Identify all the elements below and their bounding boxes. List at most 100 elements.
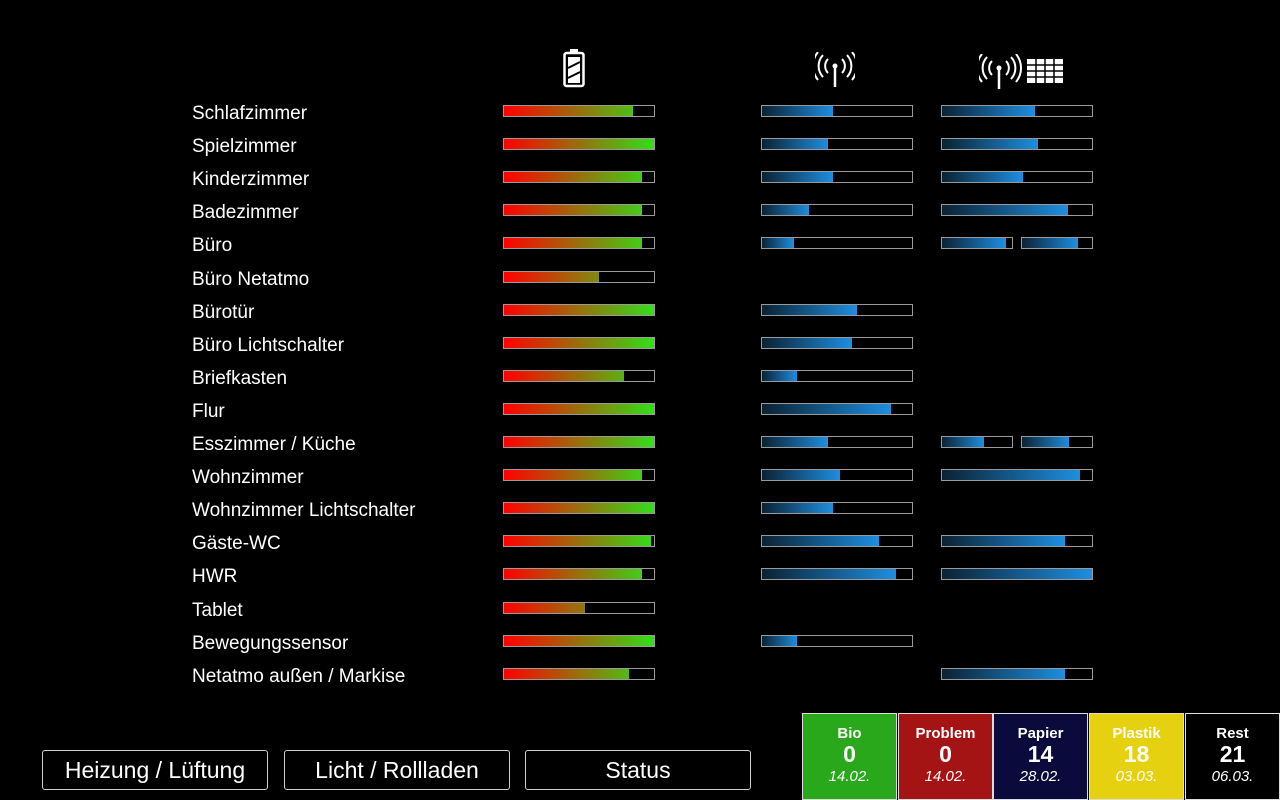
- waste-name: Problem: [915, 725, 976, 742]
- battery-bar: [503, 635, 655, 647]
- device-row: Wohnzimmer Lichtschalter: [0, 500, 1280, 533]
- device-row: Bürotür: [0, 302, 1280, 335]
- waste-name: Rest: [1216, 725, 1249, 742]
- waste-date: 14.02.: [828, 768, 871, 785]
- heating-ventilation-button[interactable]: Heizung / Lüftung: [42, 750, 268, 790]
- waste-name: Bio: [837, 725, 862, 742]
- waste-date: 14.02.: [924, 768, 967, 785]
- device-name: Spielzimmer: [192, 136, 297, 157]
- battery-bar: [503, 602, 655, 614]
- repeater-signal-bar: [941, 469, 1093, 481]
- status-button[interactable]: Status: [525, 750, 751, 790]
- device-name: Bürotür: [192, 302, 255, 323]
- battery-bar: [503, 469, 655, 481]
- waste-days: 21: [1219, 741, 1246, 767]
- repeater-signal-bar: [941, 535, 1093, 547]
- signal-bar: [761, 370, 913, 382]
- signal-bar: [761, 502, 913, 514]
- repeater-signal-bar: [941, 204, 1093, 216]
- light-shutter-button[interactable]: Licht / Rollladen: [284, 750, 510, 790]
- device-row: Tablet: [0, 600, 1280, 633]
- battery-bar: [503, 502, 655, 514]
- battery-bar: [503, 337, 655, 349]
- device-name: Schlafzimmer: [192, 103, 308, 124]
- battery-bar: [503, 271, 655, 283]
- waste-tile-bio: Bio 0 14.02.: [802, 713, 897, 800]
- device-name: Wohnzimmer Lichtschalter: [192, 500, 416, 521]
- device-name: Netatmo außen / Markise: [192, 666, 406, 687]
- waste-tile-rest: Rest 21 06.03.: [1185, 713, 1280, 800]
- signal-bar: [761, 568, 913, 580]
- device-row: Esszimmer / Küche: [0, 434, 1280, 467]
- device-name: Büro: [192, 235, 233, 256]
- repeater-signal-bar: [941, 105, 1093, 117]
- waste-date: 28.02.: [1019, 768, 1062, 785]
- battery-bar: [503, 568, 655, 580]
- signal-bar: [761, 204, 913, 216]
- device-name: Badezimmer: [192, 202, 299, 223]
- waste-days: 18: [1123, 741, 1150, 767]
- battery-bar: [503, 237, 655, 249]
- device-row: Schlafzimmer: [0, 103, 1280, 136]
- waste-days: 14: [1027, 741, 1054, 767]
- signal-bar: [761, 635, 913, 647]
- repeater-signal-bar: [941, 237, 1013, 249]
- device-row: Badezimmer: [0, 202, 1280, 235]
- waste-date: 06.03.: [1211, 768, 1254, 785]
- device-row: Büro: [0, 235, 1280, 268]
- waste-days: 0: [843, 741, 856, 767]
- repeater-signal-bar: [941, 568, 1093, 580]
- device-name: Bewegungssensor: [192, 633, 349, 654]
- repeater-signal-bar: [1021, 436, 1093, 448]
- device-row: Gäste-WC: [0, 533, 1280, 566]
- waste-date: 03.03.: [1115, 768, 1158, 785]
- device-name: HWR: [192, 566, 238, 587]
- signal-bar: [761, 171, 913, 183]
- signal-bar: [761, 304, 913, 316]
- battery-bar: [503, 436, 655, 448]
- waste-days: 0: [939, 741, 952, 767]
- signal-bar: [761, 237, 913, 249]
- signal-bar: [761, 138, 913, 150]
- signal-bar: [761, 436, 913, 448]
- device-name: Büro Lichtschalter: [192, 335, 345, 356]
- device-row: Netatmo außen / Markise: [0, 666, 1280, 699]
- device-name: Flur: [192, 401, 225, 422]
- device-row: Spielzimmer: [0, 136, 1280, 169]
- antenna-grid-icon: [975, 53, 1065, 95]
- device-name: Büro Netatmo: [192, 269, 310, 290]
- device-row: HWR: [0, 566, 1280, 599]
- signal-bar: [761, 469, 913, 481]
- device-name: Briefkasten: [192, 368, 288, 389]
- device-name: Esszimmer / Küche: [192, 434, 356, 455]
- waste-tile-plastik: Plastik 18 03.03.: [1089, 713, 1184, 800]
- device-row: Flur: [0, 401, 1280, 434]
- device-row: Wohnzimmer: [0, 467, 1280, 500]
- signal-bar: [761, 535, 913, 547]
- battery-bar: [503, 370, 655, 382]
- repeater-signal-bar: [941, 668, 1093, 680]
- waste-name: Papier: [1017, 725, 1064, 742]
- battery-bar: [503, 535, 655, 547]
- device-name: Wohnzimmer: [192, 467, 304, 488]
- battery-bar: [503, 403, 655, 415]
- waste-name: Plastik: [1112, 725, 1161, 742]
- device-row: Bewegungssensor: [0, 633, 1280, 666]
- device-name: Kinderzimmer: [192, 169, 310, 190]
- repeater-signal-bar: [941, 171, 1093, 183]
- device-row: Büro Netatmo: [0, 269, 1280, 302]
- signal-bar: [761, 105, 913, 117]
- antenna-icon: [811, 51, 859, 93]
- battery-bar: [503, 204, 655, 216]
- device-row: Büro Lichtschalter: [0, 335, 1280, 368]
- device-row: Kinderzimmer: [0, 169, 1280, 202]
- battery-icon: [562, 48, 586, 93]
- battery-bar: [503, 668, 655, 680]
- device-row: Briefkasten: [0, 368, 1280, 401]
- battery-bar: [503, 138, 655, 150]
- device-name: Tablet: [192, 600, 243, 621]
- repeater-signal-bar: [1021, 237, 1093, 249]
- battery-bar: [503, 304, 655, 316]
- battery-bar: [503, 171, 655, 183]
- waste-tile-problem: Problem 0 14.02.: [898, 713, 993, 800]
